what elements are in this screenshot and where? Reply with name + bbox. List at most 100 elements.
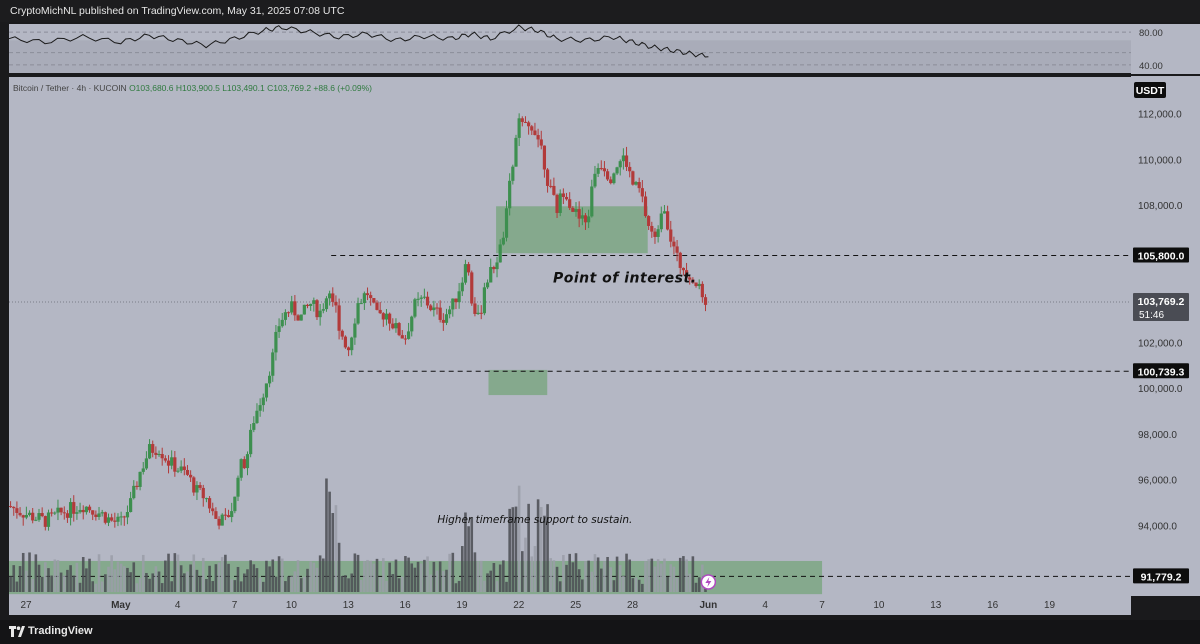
volume-bar xyxy=(609,567,613,592)
volume-bar xyxy=(258,577,262,592)
resistance-tag-box xyxy=(1133,247,1189,263)
volume-bar xyxy=(517,485,521,592)
candle-body xyxy=(182,466,186,470)
candle-body xyxy=(43,516,47,527)
volume-bar xyxy=(186,571,189,592)
volume-bar xyxy=(296,560,300,592)
volume-bar xyxy=(470,517,474,592)
candle-body xyxy=(675,246,679,253)
volume-bar xyxy=(261,581,265,592)
candle-body xyxy=(277,326,281,332)
volume-bar xyxy=(303,576,306,592)
candle-body xyxy=(618,161,622,168)
volume-bar xyxy=(167,553,170,592)
candle-body xyxy=(201,487,205,499)
candle-body xyxy=(571,207,575,212)
candle-body xyxy=(328,293,332,299)
candle-body xyxy=(195,485,199,493)
volume-bar xyxy=(47,568,50,592)
volume-bar xyxy=(293,571,297,592)
candle-body xyxy=(173,457,177,472)
candle-body xyxy=(555,194,559,213)
time-tick-label: 27 xyxy=(20,600,32,611)
volume-bar xyxy=(454,583,458,592)
candle-body xyxy=(125,512,130,518)
chart-canvas[interactable]: 80.00 40.00 112,000.0 110,000.0 108,000.0 10… xyxy=(0,0,1200,620)
candle-body xyxy=(207,498,212,509)
volume-bar xyxy=(91,581,95,592)
candle-body xyxy=(189,474,193,478)
volume-bar xyxy=(672,566,676,592)
volume-bar xyxy=(394,559,398,592)
candle-body xyxy=(375,302,379,310)
volume-bar xyxy=(391,574,395,592)
volume-bar xyxy=(694,582,698,592)
volume-bar xyxy=(359,580,363,592)
candle-body xyxy=(533,130,537,136)
annotation-point-of-interest: Point of interest. xyxy=(553,270,697,286)
volume-bar xyxy=(498,564,502,592)
candle-body xyxy=(583,215,588,223)
volume-bar xyxy=(489,570,493,592)
volume-bar xyxy=(407,557,410,592)
candle-body xyxy=(103,512,107,523)
time-tick-label: 19 xyxy=(1044,600,1056,611)
candle-body xyxy=(504,208,509,238)
candle-body xyxy=(337,305,341,331)
volume-bar xyxy=(243,573,246,592)
candle-body xyxy=(643,196,648,217)
volume-bar xyxy=(227,563,230,592)
volume-bar xyxy=(309,561,312,592)
symbol-legend[interactable]: Bitcoin / Tether · 4h · KUCOIN O103,680.… xyxy=(13,83,372,93)
volume-bar xyxy=(12,565,16,592)
volume-bar xyxy=(577,569,581,592)
candle-body xyxy=(429,305,433,311)
volume-bar xyxy=(37,564,41,592)
volume-bar xyxy=(116,561,120,592)
candle-body xyxy=(299,314,303,321)
candle-body xyxy=(271,352,275,376)
candle-body xyxy=(68,502,73,518)
candle-body xyxy=(12,506,16,509)
candle-body xyxy=(615,167,619,174)
volume-bar xyxy=(344,575,347,592)
ohlc-low: L103,490.1 xyxy=(222,83,267,93)
volume-bar xyxy=(429,574,432,592)
candle-body xyxy=(305,304,310,307)
currency-badge[interactable] xyxy=(1134,82,1166,98)
candle-body xyxy=(122,516,126,518)
resistance-tag: 105,800.0 xyxy=(1138,250,1185,262)
candle-body xyxy=(479,312,483,314)
candle-body xyxy=(662,211,667,214)
candle-body xyxy=(372,298,376,303)
candle-body xyxy=(593,173,597,187)
volume-bar xyxy=(524,537,527,592)
volume-bar xyxy=(122,566,126,592)
candle-body xyxy=(81,509,85,513)
volume-bar xyxy=(189,564,192,592)
volume-bar xyxy=(527,503,530,592)
volume-bar xyxy=(416,561,420,592)
candle-body xyxy=(362,293,366,304)
volume-bar xyxy=(521,551,524,592)
candle-body xyxy=(346,347,351,351)
volume-bar xyxy=(653,566,657,592)
volume-bar xyxy=(460,546,464,592)
volume-bar xyxy=(69,565,72,592)
candle-body xyxy=(441,319,445,323)
volume-bar xyxy=(34,554,38,592)
candle-body xyxy=(261,397,265,406)
volume-bar xyxy=(530,556,534,592)
annotation-htf-support: Higher timeframe support to sustain. xyxy=(437,514,632,526)
volume-bar xyxy=(325,478,328,592)
volume-bar xyxy=(214,564,218,592)
candle-body xyxy=(147,444,152,459)
price-tick-label: 108,000.0 xyxy=(1138,201,1183,212)
time-tick-label: 19 xyxy=(456,600,468,611)
volume-bar xyxy=(85,568,88,592)
candle-body xyxy=(650,225,654,232)
candle-body xyxy=(703,297,708,305)
volume-bar xyxy=(514,506,518,592)
volume-bar xyxy=(363,561,366,592)
candle-body xyxy=(110,517,114,521)
